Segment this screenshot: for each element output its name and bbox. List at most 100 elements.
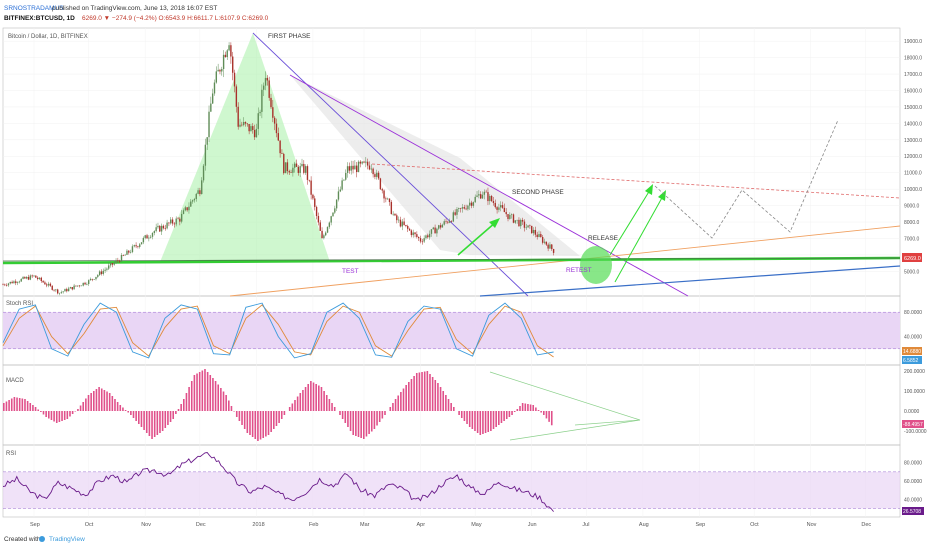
candle-body <box>98 271 101 275</box>
candle-body <box>272 107 274 118</box>
candle-body <box>102 270 104 274</box>
candle-body <box>173 223 176 225</box>
macd-bar <box>143 411 145 430</box>
time-tick-label: May <box>471 522 482 528</box>
macd-bar <box>235 411 238 417</box>
macd-bar <box>145 411 148 433</box>
candle-body <box>385 198 387 200</box>
candle-body <box>266 77 269 81</box>
candle-body <box>60 292 63 293</box>
macd-bar <box>193 375 196 411</box>
candle-body <box>370 168 372 170</box>
macd-bar <box>304 387 307 411</box>
macd-bar <box>249 411 251 435</box>
candle-body <box>166 222 168 229</box>
macd-bar <box>532 405 535 411</box>
candle-body <box>372 168 374 175</box>
candle-body <box>128 250 130 253</box>
candle-body <box>470 202 473 206</box>
macd-bar <box>24 399 26 411</box>
candle-body <box>337 191 340 200</box>
macd-bar <box>360 411 362 438</box>
candle-body <box>510 214 513 216</box>
candle-body <box>84 282 86 285</box>
macd-bar <box>288 407 291 411</box>
candle-body <box>467 205 469 210</box>
candle-body <box>29 275 32 280</box>
candle-body <box>215 71 218 83</box>
macd-bar <box>415 373 418 411</box>
rsi-tag <box>902 507 924 515</box>
candle-body <box>283 153 285 174</box>
macd-bar <box>381 411 384 419</box>
candle-body <box>354 165 356 170</box>
macd-bar <box>476 411 479 433</box>
candle-body <box>46 284 48 286</box>
macd-bar <box>482 411 484 434</box>
macd-bar <box>45 411 47 417</box>
macd-bar <box>209 375 212 411</box>
candle-body <box>527 225 529 228</box>
macd-bar <box>349 411 352 431</box>
macd-bar <box>69 411 71 417</box>
candle-body <box>498 207 500 210</box>
macd-bar <box>437 383 439 411</box>
candle-body <box>186 207 188 211</box>
candle-body <box>509 214 511 219</box>
macd-bar <box>71 411 74 414</box>
macd-bar <box>50 411 53 420</box>
candle-body <box>22 277 24 279</box>
macd-bar <box>426 371 429 411</box>
red-dashed-resistance <box>371 163 901 199</box>
candle-body <box>252 126 254 130</box>
macd-bar <box>280 411 283 419</box>
candle-body <box>160 225 163 232</box>
candle-body <box>476 195 478 197</box>
candle-body <box>69 287 72 289</box>
macd-bar <box>13 397 16 411</box>
author-name[interactable]: SRNOSTRADAMUS <box>4 5 64 12</box>
candle-body <box>226 50 228 58</box>
macd-bar <box>495 411 497 427</box>
candle-body <box>454 212 456 215</box>
candle-body <box>294 163 296 168</box>
candle-body <box>139 244 141 247</box>
symbol-label[interactable]: BITFINEX:BTCUSD, 1D <box>4 15 75 22</box>
macd-bar <box>159 411 161 433</box>
macd-bar <box>540 411 542 413</box>
macd-bar <box>257 411 259 441</box>
time-tick-label: Dec <box>196 522 206 528</box>
candle-body <box>164 228 166 229</box>
candle-body <box>417 237 420 239</box>
candle-body <box>253 129 256 138</box>
footer-brand[interactable]: TradingView <box>49 536 85 543</box>
candle-body <box>368 165 371 170</box>
macd-bar <box>156 411 159 435</box>
candle-body <box>357 161 360 173</box>
macd-bar <box>177 409 180 411</box>
candle-body <box>89 278 92 281</box>
candle-body <box>197 190 199 194</box>
candle-body <box>232 56 234 73</box>
candle-body <box>111 263 114 265</box>
candle-body <box>487 192 489 202</box>
footer-created-with: Created with <box>4 536 41 543</box>
candle-body <box>388 198 391 203</box>
macd-bar <box>79 405 82 411</box>
macd-bar <box>294 400 296 411</box>
candle-body <box>551 244 553 250</box>
macd-bar <box>323 391 325 411</box>
candle-body <box>246 123 249 125</box>
candle-body <box>175 218 177 225</box>
candle-body <box>397 219 400 221</box>
candle-body <box>26 276 28 279</box>
price-tick-label: 14000.0 <box>904 121 922 127</box>
candle-body <box>38 277 41 280</box>
candle-body <box>319 222 321 231</box>
candle-body <box>124 254 126 256</box>
candle-body <box>459 208 462 209</box>
macd-bar <box>5 401 8 411</box>
publish-info: published on TradingView.com, June 13, 2… <box>52 5 217 12</box>
macd-bar <box>42 411 45 415</box>
candle-body <box>428 233 431 238</box>
